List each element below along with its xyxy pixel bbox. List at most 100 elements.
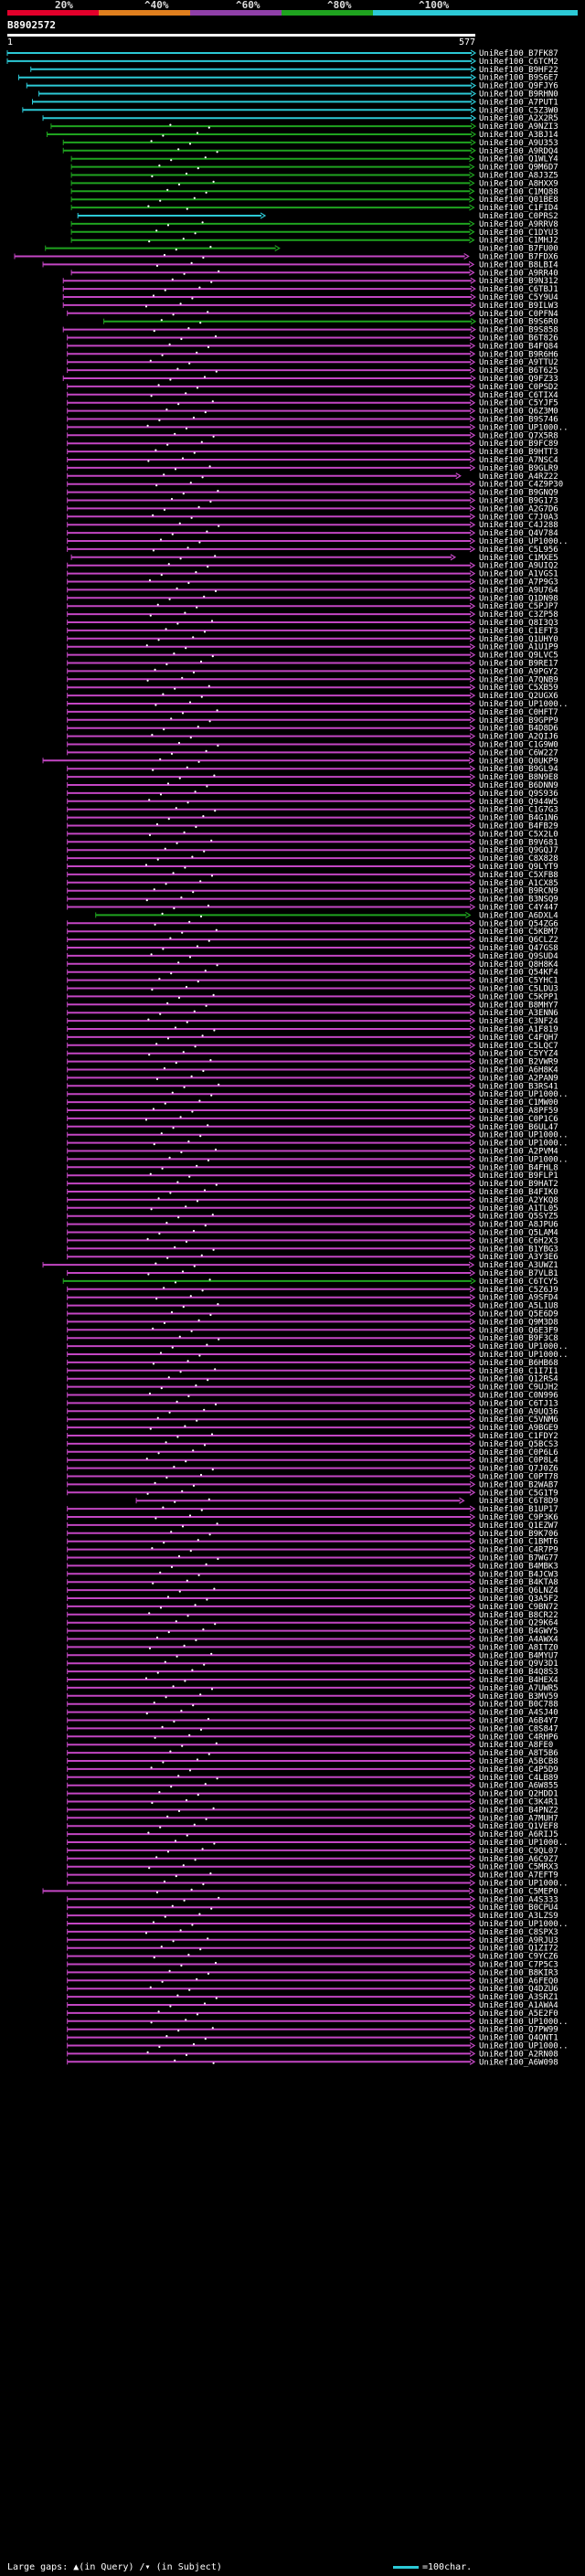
hit-row[interactable]: UniRef100_A8FE0	[67, 1741, 554, 1750]
hit-label[interactable]: UniRef100_A7EFT9	[479, 1871, 558, 1881]
hit-label[interactable]: UniRef100_C4P5D9	[479, 1765, 558, 1775]
hit-row[interactable]: UniRef100_B4KTA8	[67, 1578, 558, 1587]
hit-row[interactable]: UniRef100_Q9SUD4	[67, 952, 558, 961]
hit-row[interactable]: UniRef100_Q7J0Z6	[67, 1465, 558, 1474]
hit-row[interactable]: UniRef100_C1BMT6	[67, 1538, 558, 1547]
hit-label[interactable]: UniRef100_A6W855	[479, 1782, 558, 1791]
hit-row[interactable]: UniRef100_B4JCW3	[67, 1570, 558, 1579]
hit-row[interactable]: UniRef100_C4Z9P30	[67, 481, 563, 490]
hit-label[interactable]: UniRef100_Q0UKP9	[479, 757, 558, 766]
hit-row[interactable]: UniRef100_B7FK87	[6, 49, 558, 58]
hit-label[interactable]: UniRef100_UP1000..	[479, 1131, 569, 1140]
hit-row[interactable]: UniRef100_B9FC89	[67, 440, 558, 449]
hit-label[interactable]: UniRef100_A2RN08	[479, 2050, 558, 2059]
hit-row[interactable]: UniRef100_A8HXX9	[70, 179, 558, 188]
hit-label[interactable]: UniRef100_A3ENN6	[479, 1009, 558, 1018]
hit-row[interactable]: UniRef100_UP1000..	[67, 1155, 569, 1164]
hit-row[interactable]: UniRef100_C1G9W0	[67, 741, 558, 750]
hit-row[interactable]: UniRef100_B9RHN0	[38, 90, 558, 100]
hit-row[interactable]: UniRef100_B9F3C8	[67, 1334, 558, 1343]
hit-label[interactable]: UniRef100_A4S333	[479, 1895, 558, 1904]
hit-row[interactable]: UniRef100_Q0UKP9	[42, 757, 558, 766]
hit-label[interactable]: UniRef100_Q7J0Z6	[479, 1465, 558, 1474]
hit-row[interactable]: UniRef100_A1AWA4	[67, 2001, 558, 2010]
hit-label[interactable]: UniRef100_B6UL47	[479, 1123, 558, 1132]
hit-row[interactable]: UniRef100_A6C9Z7	[67, 1855, 558, 1864]
hit-row[interactable]: UniRef100_C0PSD2	[67, 383, 558, 392]
hit-label[interactable]: UniRef100_A6C9Z7	[479, 1855, 558, 1864]
hit-label[interactable]: UniRef100_A5E2F0	[479, 2009, 558, 2019]
hit-label[interactable]: UniRef100_C5XFB8	[479, 871, 558, 880]
hit-row[interactable]: UniRef100_C6W227	[67, 748, 558, 758]
hit-label[interactable]: UniRef100_UP1000..	[479, 2018, 569, 2027]
hit-row[interactable]: UniRef100_C4Y447	[67, 904, 558, 913]
hit-label[interactable]: UniRef100_A3SRZ1	[479, 1993, 558, 2002]
hit-label[interactable]: UniRef100_C5YJF5	[479, 399, 558, 408]
hit-label[interactable]: UniRef100_B9RHN0	[479, 90, 558, 100]
hit-row[interactable]: UniRef100_C3K4R1	[67, 1798, 558, 1807]
hit-row[interactable]: UniRef100_B7VLB1	[67, 1269, 558, 1278]
hit-row[interactable]: UniRef100_Q29K64	[67, 1619, 558, 1628]
hit-label[interactable]: UniRef100_B4HEX4	[479, 1676, 558, 1685]
hit-label[interactable]: UniRef100_C8S847	[479, 1724, 558, 1733]
hit-label[interactable]: UniRef100_B9HTT3	[479, 448, 558, 457]
hit-label[interactable]: UniRef100_C4R7P9	[479, 1546, 558, 1555]
hit-label[interactable]: UniRef100_C0HFT7	[479, 708, 558, 717]
hit-row[interactable]: UniRef100_B6T826	[67, 334, 558, 344]
hit-row[interactable]: UniRef100_A4S333	[67, 1895, 558, 1904]
hit-label[interactable]: UniRef100_Q01BE8	[479, 196, 558, 205]
hit-label[interactable]: UniRef100_B7FU00	[479, 245, 558, 254]
hit-label[interactable]: UniRef100_Q1WLY4	[479, 155, 558, 164]
hit-label[interactable]: UniRef100_Q2UGX6	[479, 692, 558, 701]
hit-row[interactable]: UniRef100_Q5SYZ5	[67, 1213, 558, 1222]
hit-row[interactable]: UniRef100_C1MW00	[67, 1098, 558, 1108]
hit-label[interactable]: UniRef100_A4SJ40	[479, 1709, 558, 1718]
hit-row[interactable]: UniRef100_C5LDU3	[67, 985, 558, 994]
hit-row[interactable]: UniRef100_Q4QNT1	[67, 2034, 558, 2043]
hit-row[interactable]: UniRef100_B9RCN9	[67, 887, 558, 896]
hit-label[interactable]: UniRef100_A7MUH7	[479, 1814, 558, 1823]
hit-label[interactable]: UniRef100_B9GL94	[479, 765, 558, 774]
hit-label[interactable]: UniRef100_B6HB68	[479, 1359, 558, 1368]
hit-label[interactable]: UniRef100_UP1000..	[479, 1090, 569, 1099]
hit-label[interactable]: UniRef100_UP1000..	[479, 700, 569, 709]
hit-label[interactable]: UniRef100_Q5BCS3	[479, 1440, 558, 1449]
hit-row[interactable]: UniRef100_C5YHC1	[67, 977, 558, 986]
hit-row[interactable]: UniRef100_A4SJ40	[67, 1709, 558, 1718]
hit-label[interactable]: UniRef100_C5LQC7	[479, 1042, 558, 1051]
hit-row[interactable]: UniRef100_B6T625	[67, 366, 558, 376]
hit-row[interactable]: UniRef100_UP1000..	[67, 1140, 569, 1149]
hit-row[interactable]: UniRef100_Q4V784	[67, 529, 558, 538]
hit-row[interactable]: UniRef100_B9R6H6	[67, 350, 558, 359]
hit-label[interactable]: UniRef100_A1AWA4	[479, 2001, 558, 2010]
hit-row[interactable]: UniRef100_A8PF59	[67, 1107, 558, 1116]
hit-row[interactable]: UniRef100_B9HAT2	[67, 1180, 558, 1189]
hit-label[interactable]: UniRef100_B9GNQ9	[479, 489, 558, 498]
hit-label[interactable]: UniRef100_B3NSQ9	[479, 896, 558, 905]
hit-row[interactable]: UniRef100_C1G7G3	[67, 806, 558, 815]
hit-label[interactable]: UniRef100_C1I7I1	[479, 1367, 558, 1376]
hit-label[interactable]: UniRef100_A7QNB9	[479, 675, 558, 684]
hit-row[interactable]: UniRef100_C1MHJ2	[70, 237, 558, 246]
hit-label[interactable]: UniRef100_C5Z6J9	[479, 1286, 558, 1295]
hit-label[interactable]: UniRef100_C1MW00	[479, 1098, 558, 1108]
hit-row[interactable]: UniRef100_B6DNN9	[67, 781, 558, 790]
hit-row[interactable]: UniRef100_C1DYU3	[70, 228, 558, 238]
hit-label[interactable]: UniRef100_B4Q8S3	[479, 1668, 558, 1677]
hit-label[interactable]: UniRef100_A9UQ36	[479, 1407, 558, 1416]
hit-label[interactable]: UniRef100_B4JCW3	[479, 1570, 558, 1579]
hit-label[interactable]: UniRef100_Q1ZI72	[479, 1945, 558, 1954]
hit-label[interactable]: UniRef100_B9GPP9	[479, 716, 558, 726]
hit-row[interactable]: UniRef100_B4Q8S3	[67, 1668, 558, 1677]
hit-row[interactable]: UniRef100_A9U353	[62, 139, 558, 148]
hit-label[interactable]: UniRef100_B7FK87	[479, 49, 558, 58]
hit-row[interactable]: UniRef100_B6UL47	[67, 1123, 558, 1132]
hit-label[interactable]: UniRef100_C4FQH7	[479, 1034, 558, 1043]
hit-row[interactable]: UniRef100_A5L1U8	[67, 1302, 558, 1311]
hit-label[interactable]: UniRef100_B9K706	[479, 1530, 558, 1539]
hit-row[interactable]: UniRef100_UP1000..	[67, 1090, 569, 1099]
hit-row[interactable]: UniRef100_A3BJ14	[46, 131, 558, 140]
hit-row[interactable]: UniRef100_C6H2X3	[67, 1236, 558, 1246]
hit-row[interactable]: UniRef100_B9RE17	[67, 660, 558, 669]
hit-label[interactable]: UniRef100_C9BN72	[479, 1603, 558, 1612]
